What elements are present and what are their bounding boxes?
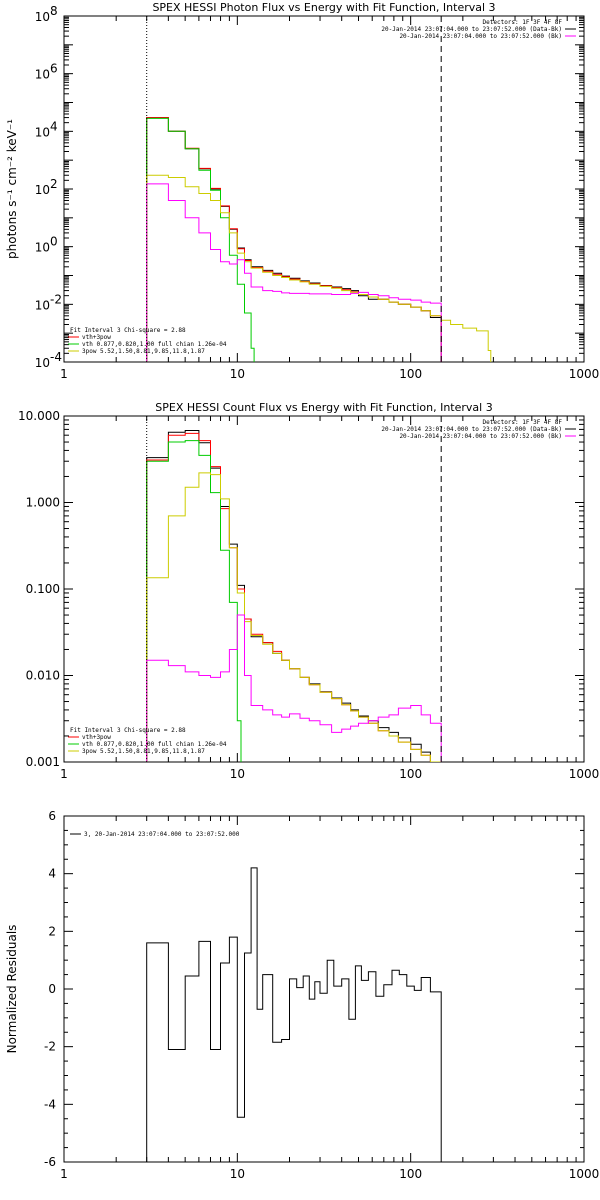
- x-tick-label: 1000: [569, 367, 600, 381]
- x-tick-label: 100: [399, 767, 422, 781]
- x-tick-label: 1000: [569, 767, 600, 781]
- x-tick-label: 100: [399, 1167, 422, 1181]
- y-tick-label: 10: [35, 68, 50, 82]
- series-line-2: [146, 440, 242, 762]
- legend-bottom-text: Fit Interval 3 Chi-square = 2.88: [70, 727, 186, 734]
- y-tick-label: -6: [44, 1155, 56, 1169]
- y-tick-exponent: 0: [50, 235, 58, 249]
- y-tick-label: 4: [48, 867, 56, 881]
- legend-top-text: 20-Jan-2014 23:07:04.000 to 23:07:52.000…: [381, 26, 562, 33]
- y-tick-label: 10: [35, 298, 50, 312]
- y-tick-label: 0: [48, 982, 56, 996]
- y-tick-exponent: 4: [50, 119, 58, 133]
- legend-bottom-text: 3pow 5.52,1.50,8.81,9.85,11.8,1.87: [82, 348, 205, 355]
- legend-top-text: 20-Jan-2014 23:07:04.000 to 23:07:52.000…: [399, 33, 562, 40]
- series-line-0: [146, 867, 442, 1162]
- y-tick-label: 0.001: [26, 755, 60, 769]
- series-line-4: [146, 183, 442, 362]
- legend-top-text: Detectors: 1F 3F 4F 8F: [483, 19, 563, 26]
- y-tick-label: 10: [35, 10, 50, 24]
- y-axis-label: photons s⁻¹ cm⁻² keV⁻¹: [5, 119, 19, 259]
- series-line-4: [146, 614, 442, 762]
- chart-panel-2: SPEX HESSI Count Flux vs Energy with Fit…: [18, 401, 599, 781]
- series-line-0: [146, 430, 442, 762]
- x-tick-label: 1: [60, 767, 68, 781]
- y-tick-exponent: 6: [50, 62, 58, 76]
- y-tick-exponent: 2: [50, 177, 58, 191]
- chart-panel-1: SPEX HESSI Photon Flux vs Energy with Fi…: [5, 1, 599, 381]
- legend-bottom-text: vth 0.877,0.820,1.00 full chian 1.26e-04: [82, 341, 227, 348]
- series-line-1: [146, 117, 442, 362]
- y-tick-label: -2: [44, 1040, 56, 1054]
- y-tick-label: 10: [35, 356, 50, 370]
- legend-top-text: 3, 20-Jan-2014 23:07:04.000 to 23:07:52.…: [84, 831, 240, 838]
- y-tick-label: 0.010: [26, 669, 60, 683]
- x-tick-label: 1: [60, 367, 68, 381]
- y-tick-exponent: 8: [50, 4, 58, 18]
- legend-top-text: Detectors: 1F 3F 4F 8F: [483, 419, 563, 426]
- plot-frame: [63, 815, 585, 1163]
- series-line-3: [146, 472, 442, 762]
- chart-panel-3: 1 10 100 1000 -6 -4 -2 0 2 4 6 Normalized Residuals…: [5, 809, 599, 1181]
- y-tick-exponent: -4: [50, 350, 62, 364]
- legend-bottom-text: vth+3pow: [82, 334, 111, 341]
- y-tick-label: 10: [35, 125, 50, 139]
- y-tick-label: -4: [44, 1097, 56, 1111]
- plot-frame: [63, 15, 585, 363]
- series-line-2: [146, 117, 255, 362]
- x-tick-label: 10: [230, 1167, 245, 1181]
- legend-top-text: 20-Jan-2014 23:07:04.000 to 23:07:52.000…: [399, 433, 562, 440]
- y-tick-label: 0.100: [26, 582, 60, 596]
- x-tick-label: 1000: [569, 1167, 600, 1181]
- legend-bottom-text: vth+3pow: [82, 734, 111, 741]
- y-tick-label: 1.000: [26, 496, 60, 510]
- legend-bottom-text: Fit Interval 3 Chi-square = 2.88: [70, 327, 186, 334]
- x-tick-label: 1: [60, 1167, 68, 1181]
- legend-bottom-text: vth 0.877,0.820,1.00 full chian 1.26e-04: [82, 741, 227, 748]
- y-tick-label: 10: [35, 241, 50, 255]
- y-tick-label: 6: [48, 809, 56, 823]
- y-tick-label: 2: [48, 924, 56, 938]
- y-axis-label: Normalized Residuals: [5, 925, 19, 1054]
- chart-title: SPEX HESSI Photon Flux vs Energy with Fi…: [152, 1, 495, 14]
- series-line-1: [146, 432, 442, 762]
- x-tick-label: 10: [230, 767, 245, 781]
- series-line-0: [146, 117, 442, 362]
- y-tick-exponent: -2: [50, 292, 62, 306]
- y-tick-label: 10.000: [18, 409, 60, 423]
- series-line-3: [146, 174, 492, 362]
- chart-title: SPEX HESSI Count Flux vs Energy with Fit…: [155, 401, 492, 414]
- y-tick-label: 10: [35, 183, 50, 197]
- legend-bottom-text: 3pow 5.52,1.50,8.81,9.85,11.8,1.87: [82, 748, 205, 755]
- x-tick-label: 100: [399, 367, 422, 381]
- plot-frame: [63, 415, 585, 763]
- legend-top-text: 20-Jan-2014 23:07:04.000 to 23:07:52.000…: [381, 426, 562, 433]
- x-tick-label: 10: [230, 367, 245, 381]
